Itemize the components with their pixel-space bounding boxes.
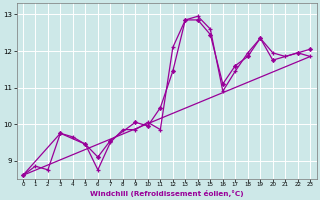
X-axis label: Windchill (Refroidissement éolien,°C): Windchill (Refroidissement éolien,°C) <box>90 190 244 197</box>
